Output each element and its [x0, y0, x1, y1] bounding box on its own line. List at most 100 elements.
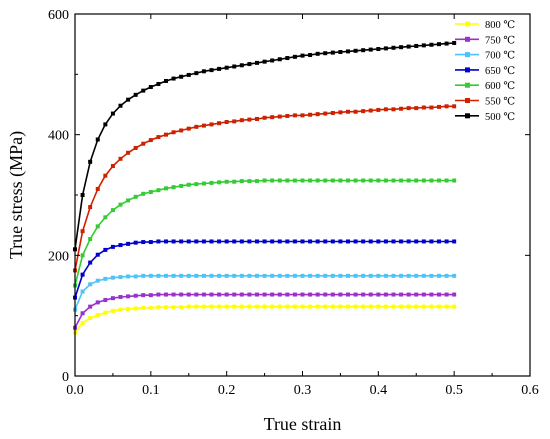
axes-layer: 0.0 0.1 0.2 0.3 0.4 0.5 0.6 0 200 400 600	[48, 8, 539, 398]
series-4-point-45	[414, 178, 419, 183]
series-0-point-46	[421, 304, 426, 309]
series-1-point-1	[80, 311, 85, 316]
series-6-point-9	[141, 88, 146, 93]
legend-entry-3: 650 ℃	[455, 66, 515, 77]
series-1-point-35	[338, 292, 343, 297]
series-0-point-43	[399, 304, 404, 309]
series-0-point-35	[338, 304, 343, 309]
series-2-point-50	[452, 273, 457, 278]
series-5-point-42	[391, 107, 396, 112]
legend-entry-1: 750 ℃	[455, 35, 515, 46]
series-4-point-30	[300, 178, 305, 183]
series-2-point-27	[277, 273, 282, 278]
series-0-point-48	[437, 304, 441, 309]
series-4-point-34	[330, 178, 335, 183]
series-3-point-4	[103, 247, 108, 252]
series-0-point-12	[164, 305, 168, 310]
series-6-point-25	[262, 59, 267, 64]
series-0-point-36	[346, 304, 350, 309]
series-2-point-36	[346, 273, 350, 278]
series-3	[73, 239, 457, 300]
series-3-point-1	[80, 272, 85, 277]
series-5-point-49	[444, 104, 449, 109]
series-6-point-45	[414, 43, 419, 48]
series-1-point-5	[110, 296, 115, 301]
series-6-point-36	[346, 49, 350, 54]
series-5-point-48	[437, 104, 441, 109]
series-5-point-44	[406, 106, 411, 111]
series-6-point-48	[437, 42, 441, 47]
series-1-point-18	[209, 292, 214, 297]
series-line-0	[74, 305, 455, 334]
series-0-point-29	[292, 304, 297, 309]
series-5-point-41	[383, 107, 388, 112]
series-6-point-39	[368, 47, 373, 52]
series-1-point-23	[247, 292, 252, 297]
series-3-point-3	[95, 252, 100, 257]
series-6-point-50	[452, 40, 457, 45]
series-0-point-27	[277, 304, 282, 309]
series-5-point-10	[148, 138, 153, 143]
series-4-point-47	[429, 178, 434, 183]
series-4-point-18	[209, 180, 214, 185]
series-6-point-34	[330, 50, 335, 55]
series-0-point-47	[429, 304, 434, 309]
series-5-point-18	[209, 122, 214, 127]
series-0-point-22	[239, 304, 244, 309]
series-4-point-16	[194, 182, 199, 187]
series-4-point-43	[399, 178, 404, 183]
y-tick-label-2: 400	[48, 129, 69, 144]
series-5-point-31	[308, 112, 313, 117]
series-3-point-43	[399, 239, 404, 244]
series-6-point-44	[406, 44, 411, 49]
series-4-point-10	[148, 189, 153, 194]
series-4-point-24	[255, 179, 259, 184]
series-6-point-27	[277, 57, 282, 62]
series-4-point-19	[217, 180, 222, 185]
series-4-point-46	[421, 178, 426, 183]
series-3-point-6	[118, 243, 123, 248]
series-1-point-28	[285, 292, 290, 297]
y-tick-label-1: 200	[48, 249, 69, 264]
series-0-point-13	[171, 305, 176, 310]
series-0-point-30	[300, 304, 305, 309]
series-3-point-22	[239, 239, 244, 244]
series-1-point-34	[330, 292, 335, 297]
series-6-point-6	[118, 103, 123, 108]
series-4-point-22	[239, 179, 244, 184]
series-6-point-13	[171, 76, 176, 81]
series-5-point-6	[118, 156, 123, 161]
series-5-point-3	[95, 186, 100, 191]
series-0-point-37	[353, 304, 358, 309]
series-3-point-47	[429, 239, 434, 244]
series-3-point-29	[292, 239, 297, 244]
series-2-point-12	[164, 273, 168, 278]
series-4-point-41	[383, 178, 388, 183]
legend-marker-4	[465, 82, 470, 88]
series-0-point-6	[118, 307, 123, 312]
series-1-point-3	[95, 300, 100, 305]
series-0-point-31	[308, 304, 313, 309]
series-1-point-2	[88, 304, 93, 309]
series-1-point-38	[361, 292, 366, 297]
series-4-point-36	[346, 178, 350, 183]
series-6-point-33	[323, 51, 328, 56]
series-4-point-23	[247, 179, 252, 184]
series-2-point-24	[255, 273, 259, 278]
series-4-point-20	[224, 179, 229, 184]
series-6-point-1	[80, 193, 85, 197]
series-2-point-22	[239, 273, 244, 278]
series-3-point-8	[133, 240, 138, 245]
series-5-point-46	[421, 105, 426, 110]
series-6-point-28	[285, 56, 290, 61]
series-5-point-16	[194, 124, 199, 129]
series-0-point-26	[270, 304, 275, 309]
series-6-point-43	[399, 45, 404, 50]
series-1-point-30	[300, 292, 305, 297]
series-5-point-50	[452, 104, 457, 109]
series-0-point-38	[361, 304, 366, 309]
series-2-point-16	[194, 273, 199, 278]
series-4-point-15	[186, 182, 191, 187]
series-5-point-32	[315, 112, 320, 117]
x-tick-label-0: 0.0	[66, 383, 84, 398]
